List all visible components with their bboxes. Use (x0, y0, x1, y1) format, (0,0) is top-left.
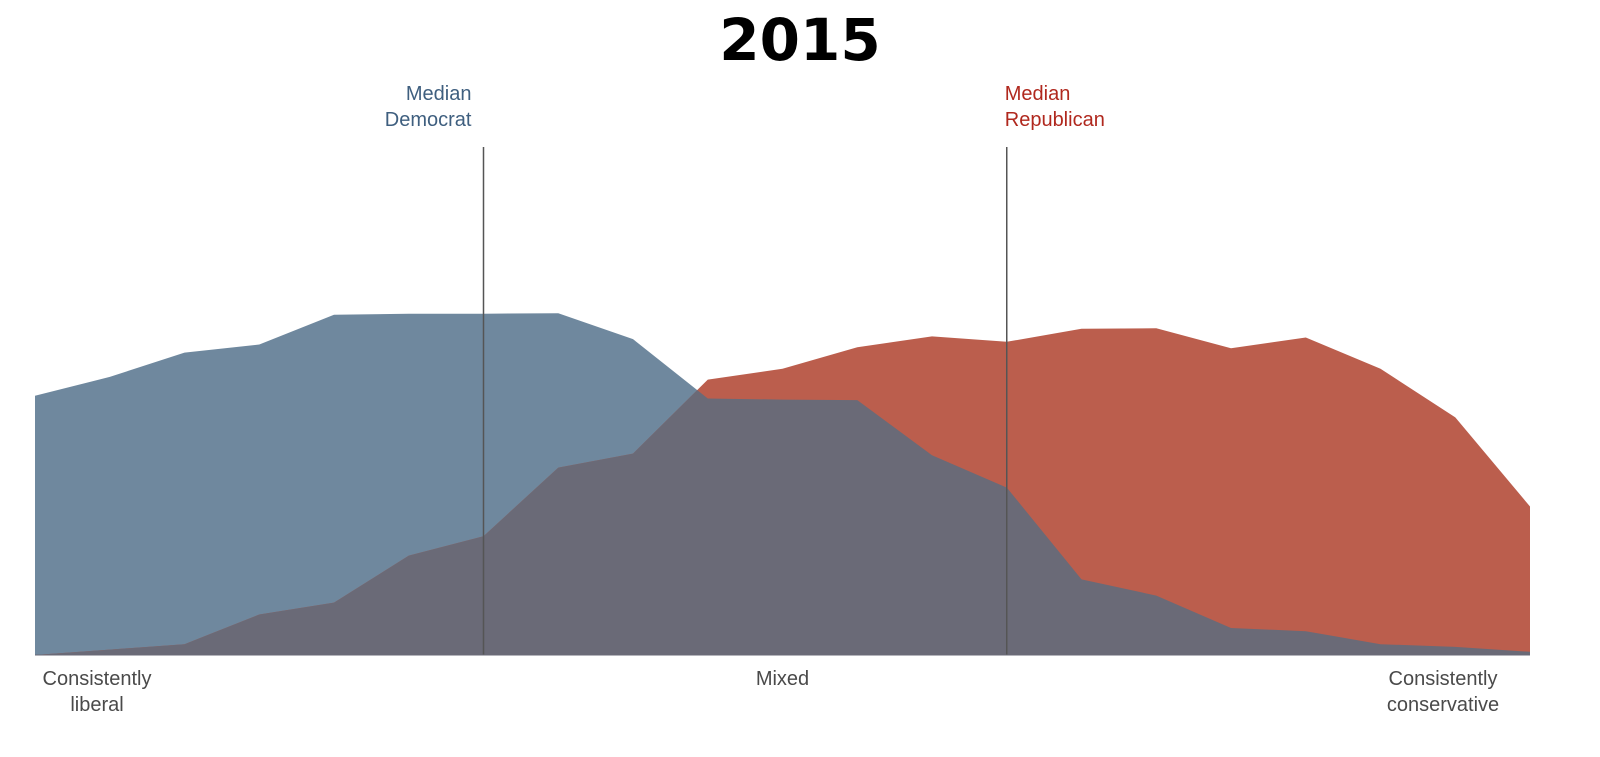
x-tick-label: Mixed (756, 668, 809, 690)
x-tick-label: Consistently conservative (1387, 668, 1499, 716)
median-label: Median Republican (1005, 83, 1105, 131)
x-axis: Consistently liberal Mixed Consistently cons… (35, 654, 1530, 716)
median-label: Median Democrat (385, 83, 472, 131)
chart-title: 2015 (719, 6, 880, 74)
x-tick-label: Consistently liberal (43, 668, 152, 716)
area-layer (35, 313, 1530, 655)
median-layer: Median Democrat Median Republican (385, 83, 1105, 655)
